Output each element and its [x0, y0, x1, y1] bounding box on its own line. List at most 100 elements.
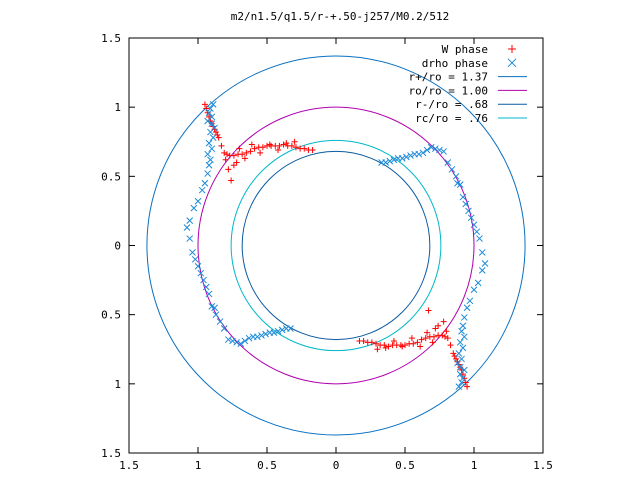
data-point	[382, 344, 389, 351]
data-point	[212, 311, 220, 319]
data-point	[442, 333, 449, 340]
data-point	[207, 156, 214, 164]
data-point	[186, 235, 194, 242]
data-point	[425, 307, 432, 314]
data-point	[194, 197, 202, 205]
data-point	[462, 200, 470, 208]
data-point	[205, 290, 213, 298]
y-tick-label: 1	[114, 101, 121, 114]
legend-label: r-/ro = .68	[415, 98, 488, 111]
data-point	[220, 325, 228, 332]
data-point	[228, 177, 235, 184]
data-point	[191, 255, 199, 263]
data-point	[186, 217, 194, 224]
data-point	[222, 156, 229, 163]
data-point	[390, 337, 397, 344]
legend-label: r+/ro = 1.37	[409, 71, 488, 84]
data-point	[214, 131, 221, 138]
data-point	[456, 338, 464, 346]
data-point	[458, 379, 465, 386]
legend-marker	[508, 45, 516, 53]
data-point	[452, 172, 460, 180]
data-point	[230, 162, 237, 169]
data-point	[418, 336, 425, 343]
data-points	[183, 101, 489, 390]
data-point	[435, 332, 442, 339]
data-point	[476, 235, 483, 242]
data-point	[309, 147, 316, 154]
data-point	[443, 328, 450, 335]
data-point	[236, 145, 243, 152]
data-point	[247, 148, 254, 155]
data-point	[301, 145, 308, 152]
x-tick-label: 1.5	[119, 459, 139, 472]
data-point	[435, 322, 442, 329]
data-point	[233, 338, 240, 346]
circle-3	[230, 139, 442, 352]
x-tick-label: 1	[471, 459, 478, 472]
data-point	[390, 156, 398, 164]
data-point	[422, 335, 429, 342]
data-point	[266, 329, 274, 337]
data-point	[458, 327, 465, 335]
data-point	[456, 370, 464, 378]
data-point	[373, 340, 380, 347]
data-point	[257, 149, 264, 156]
y-tick-label: 0	[114, 240, 121, 253]
circle-1	[197, 106, 475, 385]
data-point	[230, 152, 237, 159]
data-point	[473, 228, 481, 236]
data-point	[432, 325, 439, 332]
data-point	[385, 343, 392, 350]
data-point	[251, 145, 258, 152]
data-point	[249, 333, 257, 341]
data-point	[198, 186, 206, 194]
data-point	[206, 113, 213, 120]
data-point	[216, 318, 224, 325]
data-point	[417, 343, 424, 350]
x-tick-label: 0.5	[395, 459, 415, 472]
data-point	[474, 279, 482, 287]
data-point	[241, 337, 249, 345]
data-point	[204, 170, 212, 177]
data-point	[248, 141, 255, 148]
data-point	[233, 159, 240, 166]
x-tick-label: 1.5	[533, 459, 553, 472]
data-point	[218, 142, 225, 149]
data-point	[212, 129, 219, 136]
data-point	[454, 359, 461, 367]
data-point	[419, 149, 427, 157]
data-point	[211, 124, 218, 132]
data-point	[454, 358, 461, 365]
data-point	[229, 337, 236, 345]
data-point	[276, 142, 283, 149]
data-point	[464, 383, 471, 390]
data-point	[189, 249, 196, 256]
data-point	[460, 333, 468, 341]
data-point	[225, 336, 232, 343]
legend-label: rc/ro = .76	[415, 112, 488, 125]
data-point	[207, 105, 214, 112]
data-point	[356, 337, 363, 344]
data-point	[423, 146, 431, 154]
data-point	[237, 340, 245, 348]
legend-label: W phase	[442, 43, 488, 56]
data-point	[463, 304, 471, 312]
data-point	[190, 204, 198, 212]
circle-2	[241, 150, 431, 341]
data-point	[200, 276, 207, 284]
data-point	[197, 269, 205, 277]
data-point	[280, 141, 287, 148]
data-point	[275, 147, 282, 154]
data-point	[398, 154, 406, 162]
data-point	[444, 335, 451, 342]
data-point	[274, 327, 282, 335]
data-point	[208, 303, 216, 310]
data-point	[364, 339, 371, 346]
data-point	[455, 350, 463, 357]
data-point	[459, 374, 467, 382]
y-tick-label: 1.5	[101, 447, 121, 460]
data-point	[208, 120, 216, 128]
data-point	[205, 139, 213, 147]
data-point	[436, 146, 443, 154]
